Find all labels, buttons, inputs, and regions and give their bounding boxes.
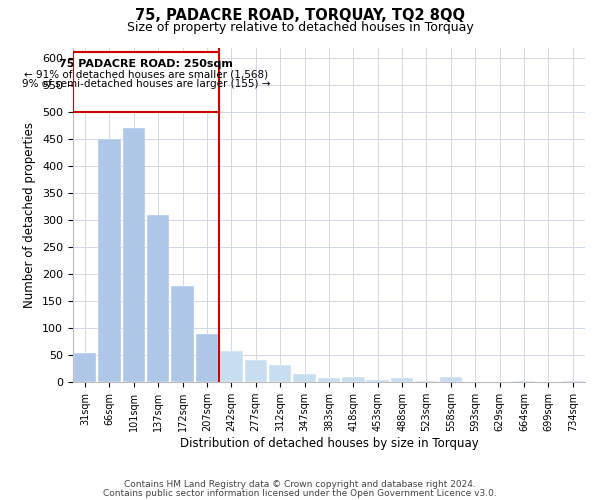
Text: Contains public sector information licensed under the Open Government Licence v3: Contains public sector information licen… [103, 488, 497, 498]
Text: Size of property relative to detached houses in Torquay: Size of property relative to detached ho… [127, 21, 473, 34]
Text: Contains HM Land Registry data © Crown copyright and database right 2024.: Contains HM Land Registry data © Crown c… [124, 480, 476, 489]
Text: 75 PADACRE ROAD: 250sqm: 75 PADACRE ROAD: 250sqm [59, 59, 233, 69]
Bar [147, 215, 169, 382]
Bar [293, 374, 316, 382]
Bar [440, 377, 462, 382]
Bar [122, 128, 145, 382]
Bar [269, 365, 292, 382]
Bar [342, 377, 365, 382]
Bar [73, 52, 219, 112]
Bar [415, 381, 437, 382]
Text: ← 91% of detached houses are smaller (1,568): ← 91% of detached houses are smaller (1,… [24, 69, 268, 79]
Y-axis label: Number of detached properties: Number of detached properties [23, 122, 37, 308]
X-axis label: Distribution of detached houses by size in Torquay: Distribution of detached houses by size … [179, 437, 478, 450]
Bar [391, 378, 413, 382]
Bar [74, 352, 96, 382]
Bar [367, 380, 389, 382]
Bar [317, 378, 340, 382]
Bar [562, 381, 584, 382]
Text: 75, PADACRE ROAD, TORQUAY, TQ2 8QQ: 75, PADACRE ROAD, TORQUAY, TQ2 8QQ [135, 8, 465, 22]
Text: 9% of semi-detached houses are larger (155) →: 9% of semi-detached houses are larger (1… [22, 79, 270, 89]
Bar [172, 286, 194, 382]
Bar [245, 360, 267, 382]
Bar [98, 140, 121, 382]
Bar [513, 381, 535, 382]
Bar [196, 334, 218, 382]
Bar [220, 351, 242, 382]
